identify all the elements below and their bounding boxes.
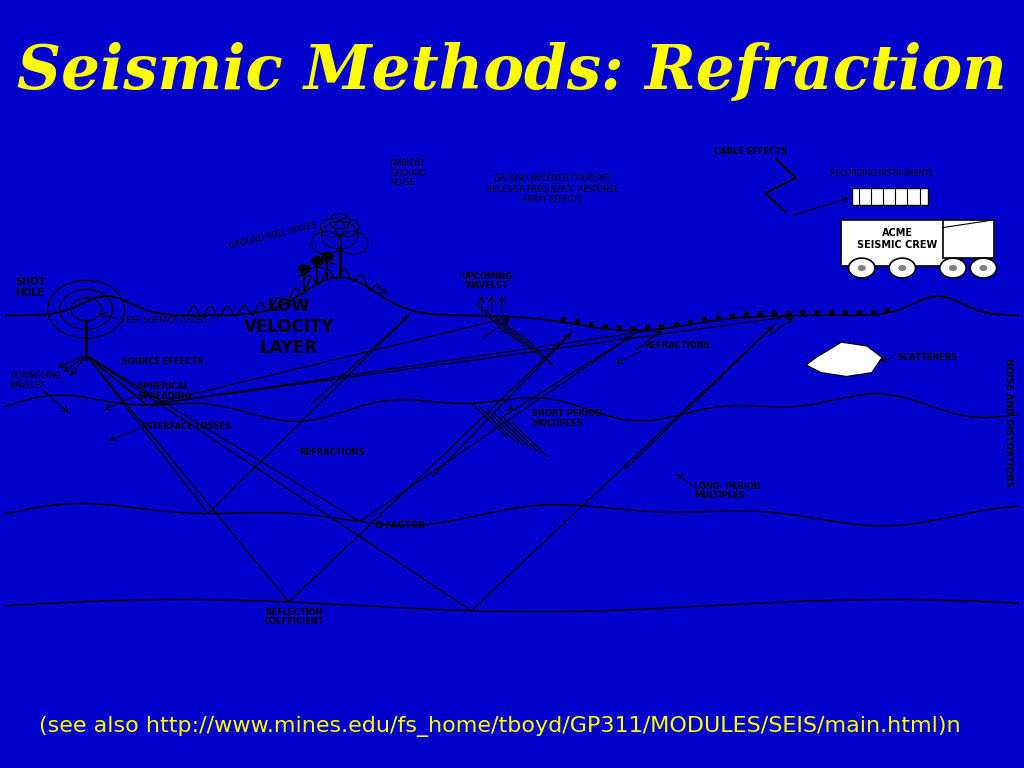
Circle shape xyxy=(322,252,333,260)
Text: GROUND-RECEIVER COUPLING
RECEIVER FREQUENCY  RESPONSE
ARRAY EFFECTS: GROUND-RECEIVER COUPLING RECEIVER FREQUE… xyxy=(486,174,618,204)
Text: LONG  PERIOD
MULTIPLES: LONG PERIOD MULTIPLES xyxy=(694,482,762,501)
Circle shape xyxy=(299,265,309,273)
Polygon shape xyxy=(806,342,882,376)
Text: INTERFACE LOSSES: INTERFACE LOSSES xyxy=(142,422,231,431)
Text: SHOT
HOLE: SHOT HOLE xyxy=(15,277,45,298)
Circle shape xyxy=(898,265,906,271)
Text: RECORDING INSTRUMENTS: RECORDING INSTRUMENTS xyxy=(830,169,934,178)
Text: FREE SURFACE GHOST ?: FREE SURFACE GHOST ? xyxy=(122,316,213,326)
Text: SPHERICAL
SPREADING: SPHERICAL SPREADING xyxy=(137,382,191,401)
Circle shape xyxy=(940,258,967,278)
Text: SHORT PERIOD
MULTIPLES: SHORT PERIOD MULTIPLES xyxy=(532,409,602,428)
Circle shape xyxy=(311,257,323,265)
Text: NOISE AND DISTORTIONS: NOISE AND DISTORTIONS xyxy=(1005,358,1013,487)
Text: LOW
VELOCITY
LAYER: LOW VELOCITY LAYER xyxy=(244,297,334,356)
Text: AMBIENT
GROUND
NOISE: AMBIENT GROUND NOISE xyxy=(390,159,426,187)
Text: (see also http://www.mines.edu/fs_home/tboyd/GP311/MODULES/SEIS/main.html)n: (see also http://www.mines.edu/fs_home/t… xyxy=(39,716,961,737)
Circle shape xyxy=(979,265,987,271)
Text: GROUND ROLL WAVES: GROUND ROLL WAVES xyxy=(228,220,317,250)
Text: DOWNGOING
WAVELET: DOWNGOING WAVELET xyxy=(10,371,60,389)
Text: REFRACTIONS: REFRACTIONS xyxy=(299,449,365,458)
Text: ACME
SEISMIC CREW: ACME SEISMIC CREW xyxy=(857,228,937,250)
Circle shape xyxy=(849,258,874,278)
Text: Seismic Methods: Refraction: Seismic Methods: Refraction xyxy=(17,42,1007,102)
Text: UPCOMING
WAVELET: UPCOMING WAVELET xyxy=(461,272,512,290)
Text: REFRACTIONS: REFRACTIONS xyxy=(644,342,710,350)
Bar xyxy=(842,220,958,266)
Text: CABLE EFFECTS: CABLE EFFECTS xyxy=(714,147,786,156)
Circle shape xyxy=(858,265,866,271)
Text: SOURCE EFFECTS: SOURCE EFFECTS xyxy=(122,356,203,366)
Text: Q-FACTOR: Q-FACTOR xyxy=(375,521,426,530)
Circle shape xyxy=(889,258,915,278)
Bar xyxy=(852,188,928,204)
Text: SCATTERERS: SCATTERERS xyxy=(897,353,957,362)
Circle shape xyxy=(949,265,957,271)
Bar xyxy=(943,220,993,258)
Text: REFLECTION
COEFFICIENT: REFLECTION COEFFICIENT xyxy=(264,607,325,627)
Circle shape xyxy=(970,258,996,278)
